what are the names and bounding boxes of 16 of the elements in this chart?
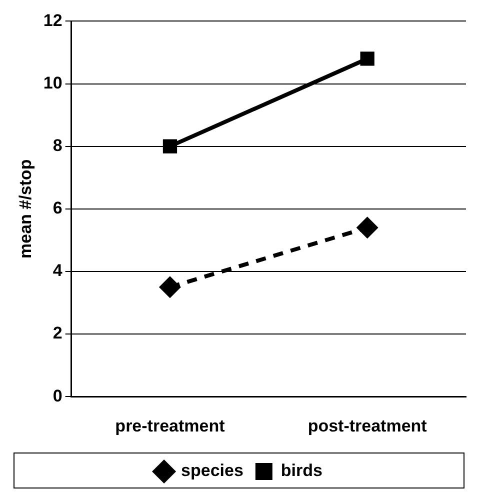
legend-label: species	[181, 461, 244, 480]
y-tick-label: 8	[52, 136, 62, 156]
y-tick-label: 12	[43, 10, 62, 30]
point	[356, 216, 378, 239]
y-tick-label: 2	[52, 324, 62, 343]
y-tick-label: 0	[52, 386, 62, 406]
point	[360, 52, 374, 66]
point	[162, 139, 178, 154]
y-tick-label: 10	[43, 73, 62, 92]
y-axis-title: mean #/stop	[16, 159, 35, 258]
x-tick-label: post-treatment	[308, 416, 428, 436]
x-tick-label: pre-treatment	[115, 416, 226, 436]
legend-label: birds	[280, 461, 322, 480]
y-tick-label: 4	[52, 261, 63, 280]
point	[158, 276, 181, 298]
y-tick-label: 6	[52, 198, 62, 218]
